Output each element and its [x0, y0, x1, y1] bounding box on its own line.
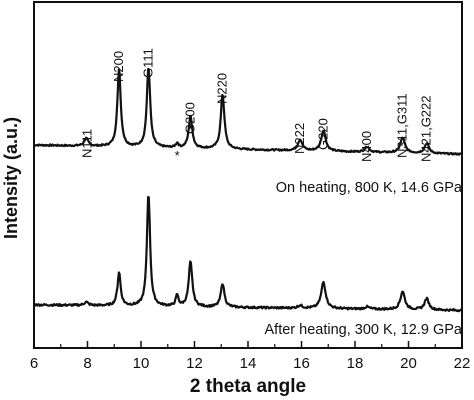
peak-label: N311,G311: [395, 93, 410, 158]
series-line: [33, 68, 463, 156]
y-axis-title: Intensity (a.u.): [1, 117, 21, 239]
x-tick-label: 12: [186, 355, 203, 372]
peak-label: G220: [315, 118, 330, 150]
x-tick-label: 16: [293, 355, 310, 372]
peak-label: G111: [141, 48, 156, 78]
peak-label: N421,G222: [419, 96, 434, 163]
x-tick-label: 22: [454, 355, 471, 372]
peak-label: N200: [111, 51, 126, 82]
x-tick-label: 18: [347, 355, 364, 372]
peak-label: N220: [215, 73, 230, 104]
series-label: On heating, 800 K, 14.6 GPa: [276, 180, 463, 196]
x-tick-label: 14: [240, 355, 257, 372]
peak-label: N111: [80, 129, 95, 158]
impurity-marker: *: [175, 148, 180, 163]
plot-frame: [33, 1, 463, 349]
x-tick-label: 10: [133, 355, 150, 372]
peak-label: N222: [292, 123, 307, 154]
peak-label: G200: [183, 102, 198, 134]
x-tick-label: 6: [30, 355, 38, 372]
annotations: N111 N200 G111 *G200 N220 N222 G220 N400 N311,G3…: [80, 48, 434, 163]
x-ticks: 6 8 10 12 14 16 18 20 22: [30, 341, 471, 372]
series-line: [33, 196, 463, 313]
x-tick-label: 20: [400, 355, 417, 372]
peak-label: N400: [359, 131, 374, 162]
x-tick-label: 8: [83, 355, 91, 372]
x-axis-title: 2 theta angle: [190, 376, 306, 397]
traces: On heating, 800 K, 14.6 GPa After heating…: [33, 68, 463, 338]
series-label: After heating, 300 K, 12.9 GPa: [265, 322, 463, 338]
